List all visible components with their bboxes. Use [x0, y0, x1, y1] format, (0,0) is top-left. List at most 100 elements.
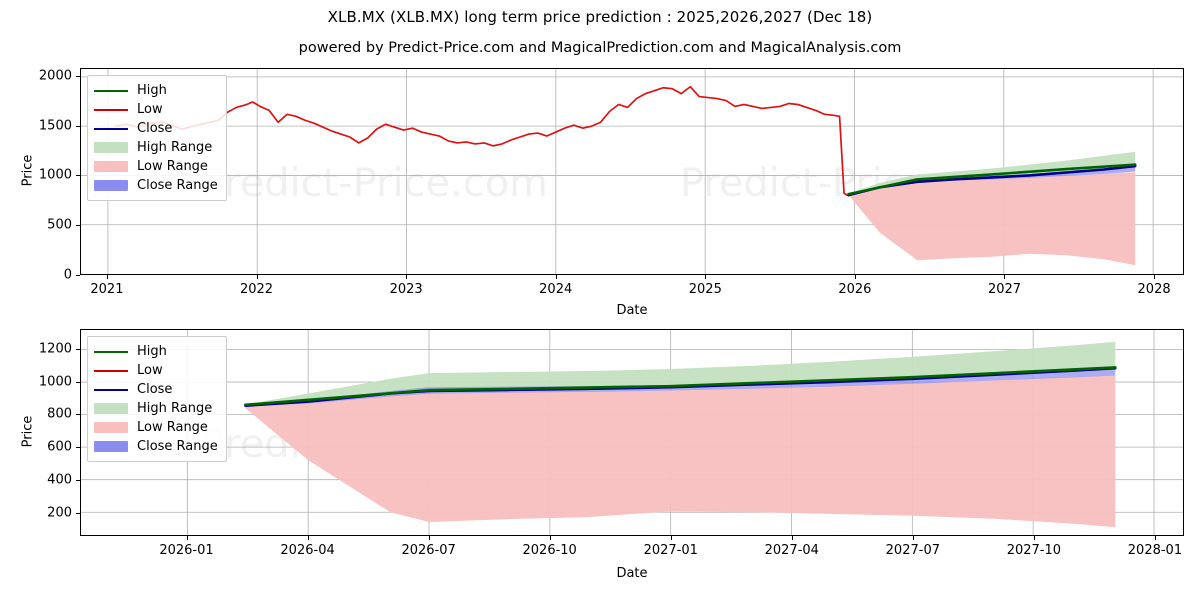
y-axis-tick-mark [76, 381, 80, 383]
x-axis-tick-label: 2022 [239, 282, 274, 297]
legend-item: Close Range [94, 437, 218, 456]
x-axis-tick-label: 2026-01 [159, 543, 214, 558]
x-axis-tick-label: 2026-07 [401, 543, 456, 558]
band-low-range [245, 375, 1116, 528]
x-axis-tick-label: 2027-01 [643, 543, 698, 558]
y-axis-tick-mark [76, 175, 80, 177]
band-low-range [848, 171, 1136, 266]
legend-item: High Range [94, 399, 218, 418]
y-axis-tick-mark [76, 480, 80, 482]
bottom-chart-legend: High Low Close High Range Low Range Close Ran… [87, 336, 227, 462]
legend-swatch-line [94, 345, 128, 359]
x-axis-tick-label: 2027-04 [764, 543, 819, 558]
x-axis-tick-label: 2024 [539, 282, 573, 297]
x-axis-tick-mark [555, 275, 557, 279]
legend-item-label: Low Range [137, 159, 208, 174]
legend-swatch-line [94, 103, 128, 117]
legend-item: Low [94, 361, 218, 380]
legend-item: Low [94, 100, 218, 119]
x-axis-tick-mark [705, 275, 707, 279]
legend-swatch-patch [94, 161, 128, 172]
y-axis-tick-label: 600 [47, 439, 72, 455]
legend-item: High Range [94, 138, 218, 157]
y-axis-tick-label: 1000 [38, 374, 72, 390]
x-axis-tick-mark [186, 536, 188, 540]
legend-item-label: Close [137, 121, 173, 136]
legend-item-label: High Range [137, 140, 213, 155]
legend-item: High [94, 81, 218, 100]
x-axis-tick-label: 2027-10 [1006, 543, 1062, 558]
x-axis-tick-label: 2021 [90, 282, 124, 297]
legend-item-label: Low Range [137, 420, 208, 435]
legend-swatch-patch [94, 422, 128, 433]
y-axis-tick-mark [76, 447, 80, 449]
x-axis-tick-label: 2027 [987, 282, 1022, 297]
y-axis-tick-mark [76, 75, 80, 77]
y-axis-tick-label: 2000 [38, 68, 72, 84]
legend-swatch-patch [94, 142, 128, 153]
y-axis-tick-mark [76, 275, 80, 276]
legend-swatch-line [94, 84, 128, 98]
legend-item: Close [94, 380, 218, 399]
y-axis-tick-label: 0 [63, 267, 72, 283]
legend-swatch-patch [94, 403, 128, 414]
y-axis-tick-label: 1500 [38, 118, 72, 134]
watermark: Predict-Price.com [201, 160, 548, 206]
y-axis-tick-label: 500 [47, 217, 72, 233]
legend-item: Low Range [94, 418, 218, 437]
x-axis-tick-mark [256, 275, 258, 279]
series-history-low [114, 85, 848, 196]
x-axis-tick-label: 2028-01 [1127, 543, 1183, 558]
page-title: XLB.MX (XLB.MX) long term price predicti… [327, 8, 873, 26]
legend-item: Low Range [94, 157, 218, 176]
y-axis-tick-label: 1000 [38, 167, 72, 183]
x-axis-tick-mark [549, 536, 551, 540]
x-axis-tick-label: 2026-04 [280, 543, 335, 558]
x-axis-tick-label: 2023 [389, 282, 423, 297]
y-axis-tick-mark [76, 125, 80, 127]
x-axis-tick-label: 2026-10 [522, 543, 577, 558]
legend-item: Close Range [94, 176, 218, 195]
top-chart-x-axis-label: Date [616, 303, 648, 318]
y-axis-tick-mark [76, 414, 80, 416]
bottom-chart-y-axis-label: Price [20, 415, 36, 448]
y-axis-tick-mark [76, 225, 80, 227]
x-axis-tick-label: 2028 [1137, 282, 1171, 297]
legend-item-label: Close Range [137, 178, 218, 193]
y-axis-tick-label: 1200 [38, 341, 72, 357]
legend-item: High [94, 342, 218, 361]
x-axis-tick-mark [912, 536, 914, 540]
y-axis-tick-label: 200 [47, 505, 72, 521]
legend-item-label: High [137, 83, 167, 98]
x-axis-tick-mark [1154, 536, 1156, 540]
top-chart-plot-area: Predict-Price.com Predict-Price.com High L… [80, 68, 1184, 275]
top-chart-legend: High Low Close High Range Low Range Close Ran… [87, 75, 227, 201]
legend-item-label: Low [137, 102, 163, 117]
legend-item-label: High [137, 344, 167, 359]
legend-item-label: Close [137, 382, 173, 397]
legend-item-label: Low [137, 363, 163, 378]
y-axis-tick-mark [76, 348, 80, 350]
x-axis-tick-label: 2026 [838, 282, 872, 297]
series-high [244, 366, 1117, 407]
legend-item-label: Close Range [137, 439, 218, 454]
x-axis-tick-mark [791, 536, 793, 540]
x-axis-tick-mark [106, 275, 108, 279]
x-axis-tick-mark [854, 275, 856, 279]
top-chart-svg: Predict-Price.com Predict-Price.com [81, 69, 1183, 274]
x-axis-tick-mark [1004, 275, 1006, 279]
x-axis-tick-mark [428, 536, 430, 540]
legend-swatch-patch [94, 180, 128, 191]
x-axis-tick-label: 2025 [688, 282, 722, 297]
legend-item: Close [94, 119, 218, 138]
x-axis-tick-mark [307, 536, 309, 540]
legend-swatch-patch [94, 441, 128, 452]
legend-swatch-line [94, 383, 128, 397]
x-axis-tick-label: 2027-07 [885, 543, 940, 558]
legend-swatch-line [94, 122, 128, 136]
legend-swatch-line [94, 364, 128, 378]
page-subtitle: powered by Predict-Price.com and Magical… [298, 40, 902, 56]
